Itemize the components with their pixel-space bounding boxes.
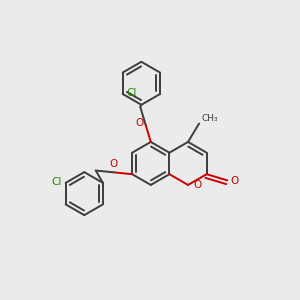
Text: O: O <box>135 118 143 128</box>
Text: O: O <box>231 176 239 186</box>
Text: Cl: Cl <box>126 88 137 98</box>
Text: O: O <box>194 180 202 190</box>
Text: CH₃: CH₃ <box>202 114 218 123</box>
Text: Cl: Cl <box>52 177 62 187</box>
Text: O: O <box>110 159 118 169</box>
